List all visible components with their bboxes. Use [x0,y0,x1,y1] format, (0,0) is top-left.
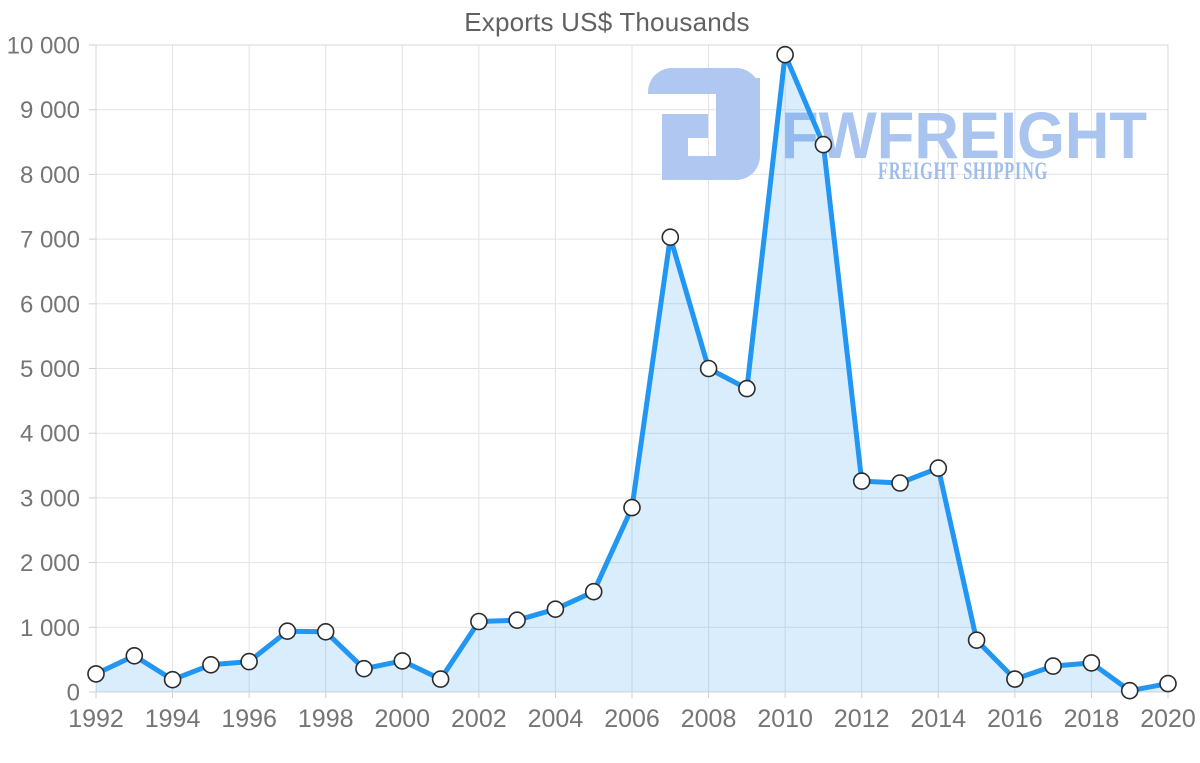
data-point-marker[interactable] [1082,654,1101,672]
data-point-marker[interactable] [776,45,794,64]
data-point-marker[interactable] [278,622,297,641]
x-axis-label: 2016 [987,705,1043,733]
x-axis-label: 2000 [374,705,430,733]
data-point-marker[interactable] [316,622,335,641]
data-point-marker[interactable] [546,600,565,619]
y-axis-label: 3 000 [20,485,80,512]
x-axis-label: 2018 [1064,705,1120,733]
x-axis-label: 2008 [681,705,737,733]
chart-title: Exports US$ Thousands [464,7,750,37]
plot-border [95,44,1169,693]
y-axis-label: 9 000 [20,97,80,124]
watermark-brand-text: FWFREIGHT [781,98,1147,172]
x-axis-label: 2020 [1140,705,1196,733]
data-point-marker[interactable] [891,474,909,492]
x-axis-label: 2004 [528,705,584,733]
data-point-marker[interactable] [508,611,526,630]
data-point-marker[interactable] [967,631,986,650]
data-point-marker[interactable] [1159,674,1177,693]
data-point-marker[interactable] [623,498,641,517]
data-point-marker[interactable] [699,359,718,378]
data-point-marker[interactable] [584,582,603,601]
data-point-marker[interactable] [1006,670,1024,688]
data-point-marker[interactable] [661,228,680,246]
y-axis-label: 5 000 [20,356,80,383]
data-point-marker[interactable] [125,646,144,665]
x-axis-label: 2006 [604,705,660,733]
data-point-marker[interactable] [1044,657,1062,675]
y-axis-label: 0 [67,680,80,707]
series-area-fill [96,54,1168,692]
y-axis-label: 8 000 [20,162,80,189]
x-axis-label: 1996 [221,705,277,733]
x-axis-label: 2014 [910,705,966,733]
y-axis-label: 7 000 [20,227,80,254]
x-axis-label: 1998 [298,705,354,733]
fwfreight-watermark: FWFREIGHT FREIGHT SHIPPING [648,68,1147,185]
data-point-marker[interactable] [393,652,412,670]
data-point-marker[interactable] [202,655,220,674]
data-point-marker[interactable] [852,472,871,490]
data-point-marker[interactable] [470,612,488,631]
data-point-marker[interactable] [240,652,258,671]
data-point-marker[interactable] [163,670,182,689]
data-point-marker[interactable] [814,135,833,154]
data-point-marker[interactable] [738,379,756,398]
x-axis-label: 2002 [451,705,507,733]
y-axis-label: 4 000 [20,421,80,448]
x-axis-label: 2012 [834,705,890,733]
y-axis-label: 2 000 [20,550,80,577]
x-axis-label: 2010 [757,705,813,733]
data-point-marker[interactable] [431,670,450,688]
data-point-marker[interactable] [929,459,948,477]
y-axis-label: 6 000 [20,291,80,318]
data-point-marker[interactable] [87,665,105,683]
y-axis-label: 10 000 [7,33,80,60]
x-axis-label: 1992 [68,705,124,733]
data-point-marker[interactable] [355,659,373,678]
data-point-marker[interactable] [1120,681,1139,700]
fwfreight-logo-icon [648,68,760,180]
x-axis-label: 1994 [145,705,201,733]
y-axis-label: 1 000 [20,615,80,642]
watermark-tagline-text: FREIGHT SHIPPING [878,158,1048,185]
